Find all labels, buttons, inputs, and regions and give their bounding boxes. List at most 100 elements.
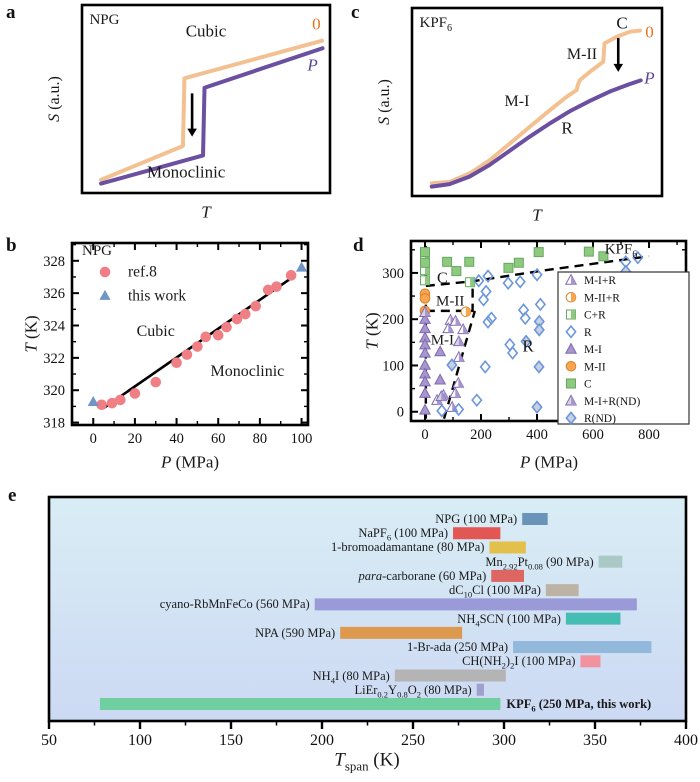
svg-text:80: 80 [253, 431, 268, 447]
bar-label-12: LiEr0.2Y0.8O2 (80 MPa) [354, 682, 472, 699]
bar-6 [314, 598, 637, 611]
bar-label-9: 1-Br-ada (250 MPa) [406, 639, 509, 654]
panel-letter-d: d [353, 235, 364, 256]
panel-d-annotation-3: R [522, 336, 534, 356]
bar-7 [565, 612, 621, 625]
panel-c-curve-0 [429, 28, 642, 186]
svg-text:250: 250 [401, 732, 425, 749]
svg-text:300: 300 [492, 732, 516, 749]
legend-entry-C+R: C+R [584, 310, 606, 322]
panel-a-curve-1 [99, 46, 325, 186]
legend-entry-R(ND): R(ND) [584, 413, 616, 425]
panel-d-annotation-0: C [437, 269, 448, 287]
panel-b-annotation-0: Cubic [136, 322, 175, 340]
svg-text:324: 324 [43, 319, 66, 335]
bar-0 [522, 513, 548, 525]
legend-entry-M-II+R: M-II+R [584, 292, 620, 304]
panel-c-ylabel: S (a.u.) [376, 79, 393, 125]
svg-text:150: 150 [219, 732, 243, 749]
legend-entry-M-I+R(ND): M-I+R(ND) [584, 396, 640, 408]
svg-text:200: 200 [382, 312, 404, 328]
bar-1 [453, 527, 501, 540]
panel-a-annotation-3: 0 [312, 14, 321, 34]
panel-c-annotation-0: KPF6 [419, 14, 453, 34]
svg-text:800: 800 [638, 427, 660, 443]
panel-c-xlabel: T [532, 205, 542, 225]
panel-c-annotation-6: R [561, 118, 573, 138]
panel-a-annotation-0: NPG [89, 11, 120, 28]
panel-b-series-ref.8 [96, 270, 297, 411]
svg-text:400: 400 [526, 427, 548, 443]
panel-d-series-C [420, 246, 609, 277]
bar-label-4: para-carborane (60 MPa) [358, 568, 487, 583]
legend-box [557, 271, 690, 425]
panel-letter-e: e [8, 485, 17, 506]
panel-d-series-M-II+R [460, 306, 472, 318]
bar-label-13: KPF6 (250 MPa, this work) [506, 696, 652, 714]
legend-entry-R: R [584, 327, 592, 339]
panel-a [80, 3, 332, 195]
bar-label-1: NaPF6 (100 MPa) [358, 525, 449, 543]
svg-text:200: 200 [310, 732, 334, 749]
panel-b-inset-title: NPG [82, 243, 113, 259]
panel-d-annotation-2: M-I [430, 332, 455, 349]
bar-label-3: Mn2.92Pt0.08 (90 MPa) [485, 554, 594, 571]
bar-3 [598, 555, 623, 568]
panel-d-ylabel: T (K) [362, 312, 382, 350]
panel-a-ylabel: S (a.u.) [46, 76, 63, 122]
svg-text:400: 400 [674, 732, 698, 749]
panel-b-xlabel: P (MPa) [160, 452, 220, 472]
bar-13 [99, 697, 501, 710]
panel-b-annotation-1: Monoclinic [210, 363, 285, 381]
svg-text:300: 300 [382, 266, 404, 282]
panel-d: 0 200 400 600 800 0 100 200 300 M-I+R M-II+R C+R R M-… [382, 239, 690, 443]
bar-10 [580, 655, 601, 668]
panel-b-ylabel: T (K) [21, 315, 41, 353]
panel-c-annotation-5: M-I [504, 93, 530, 110]
svg-text:20: 20 [128, 431, 143, 447]
svg-text:318: 318 [43, 416, 65, 432]
bar-label-11: NH4I (80 MPa) [312, 668, 390, 685]
svg-text:326: 326 [43, 286, 65, 302]
legend-entry-M-II: M-II [584, 361, 606, 373]
svg-text:50: 50 [41, 732, 57, 749]
svg-text:322: 322 [43, 351, 65, 367]
bar-label-8: NPA (590 MPa) [255, 625, 336, 640]
svg-text:100: 100 [291, 431, 313, 447]
panel-c-curve-1 [429, 78, 643, 189]
panel-c [410, 6, 664, 198]
bar-label-0: NPG (100 MPa) [435, 511, 518, 526]
svg-text:200: 200 [470, 427, 492, 443]
panel-e-xlabel: Tspan (K) [334, 749, 400, 774]
bar-5 [545, 584, 579, 597]
phase-boundary-1 [425, 281, 474, 313]
panel-c-annotation-2: 0 [645, 22, 654, 42]
panel-a-annotation-2: Monoclinic [146, 162, 226, 182]
svg-text:600: 600 [582, 427, 604, 443]
panel-a-annotation-4: P [307, 55, 318, 75]
bar-11 [394, 669, 506, 682]
panel-d-annotation-4: KPF6 [604, 241, 638, 261]
panel-letter-a: a [6, 2, 16, 23]
svg-text:0: 0 [397, 405, 404, 421]
panel-d-xlabel: P (MPa) [519, 452, 579, 472]
bar-12 [476, 683, 484, 696]
phase-boundary-2 [425, 255, 650, 288]
bar-label-5: dC10Cl (100 MPa) [449, 582, 541, 600]
legend-entry-ref.8: ref.8 [128, 263, 157, 281]
legend-entry-C: C [584, 379, 592, 391]
svg-text:0: 0 [90, 431, 97, 447]
legend-entry-M-I: M-I [584, 344, 602, 356]
panel-d-annotation-1: M-II [436, 293, 465, 310]
phase-boundary-3 [442, 310, 477, 420]
panel-c-annotation-1: C [616, 13, 628, 33]
panel-b-plot-area [70, 241, 310, 427]
bar-label-6: cyano-RbMnFeCo (560 MPa) [159, 597, 310, 612]
panel-letter-b: b [6, 235, 17, 256]
panel-letter-c: c [351, 2, 360, 23]
bar-label-10: CH(NH2)2I (100 MPa) [462, 654, 576, 671]
bar-4 [491, 569, 525, 582]
svg-text:0: 0 [421, 427, 428, 443]
